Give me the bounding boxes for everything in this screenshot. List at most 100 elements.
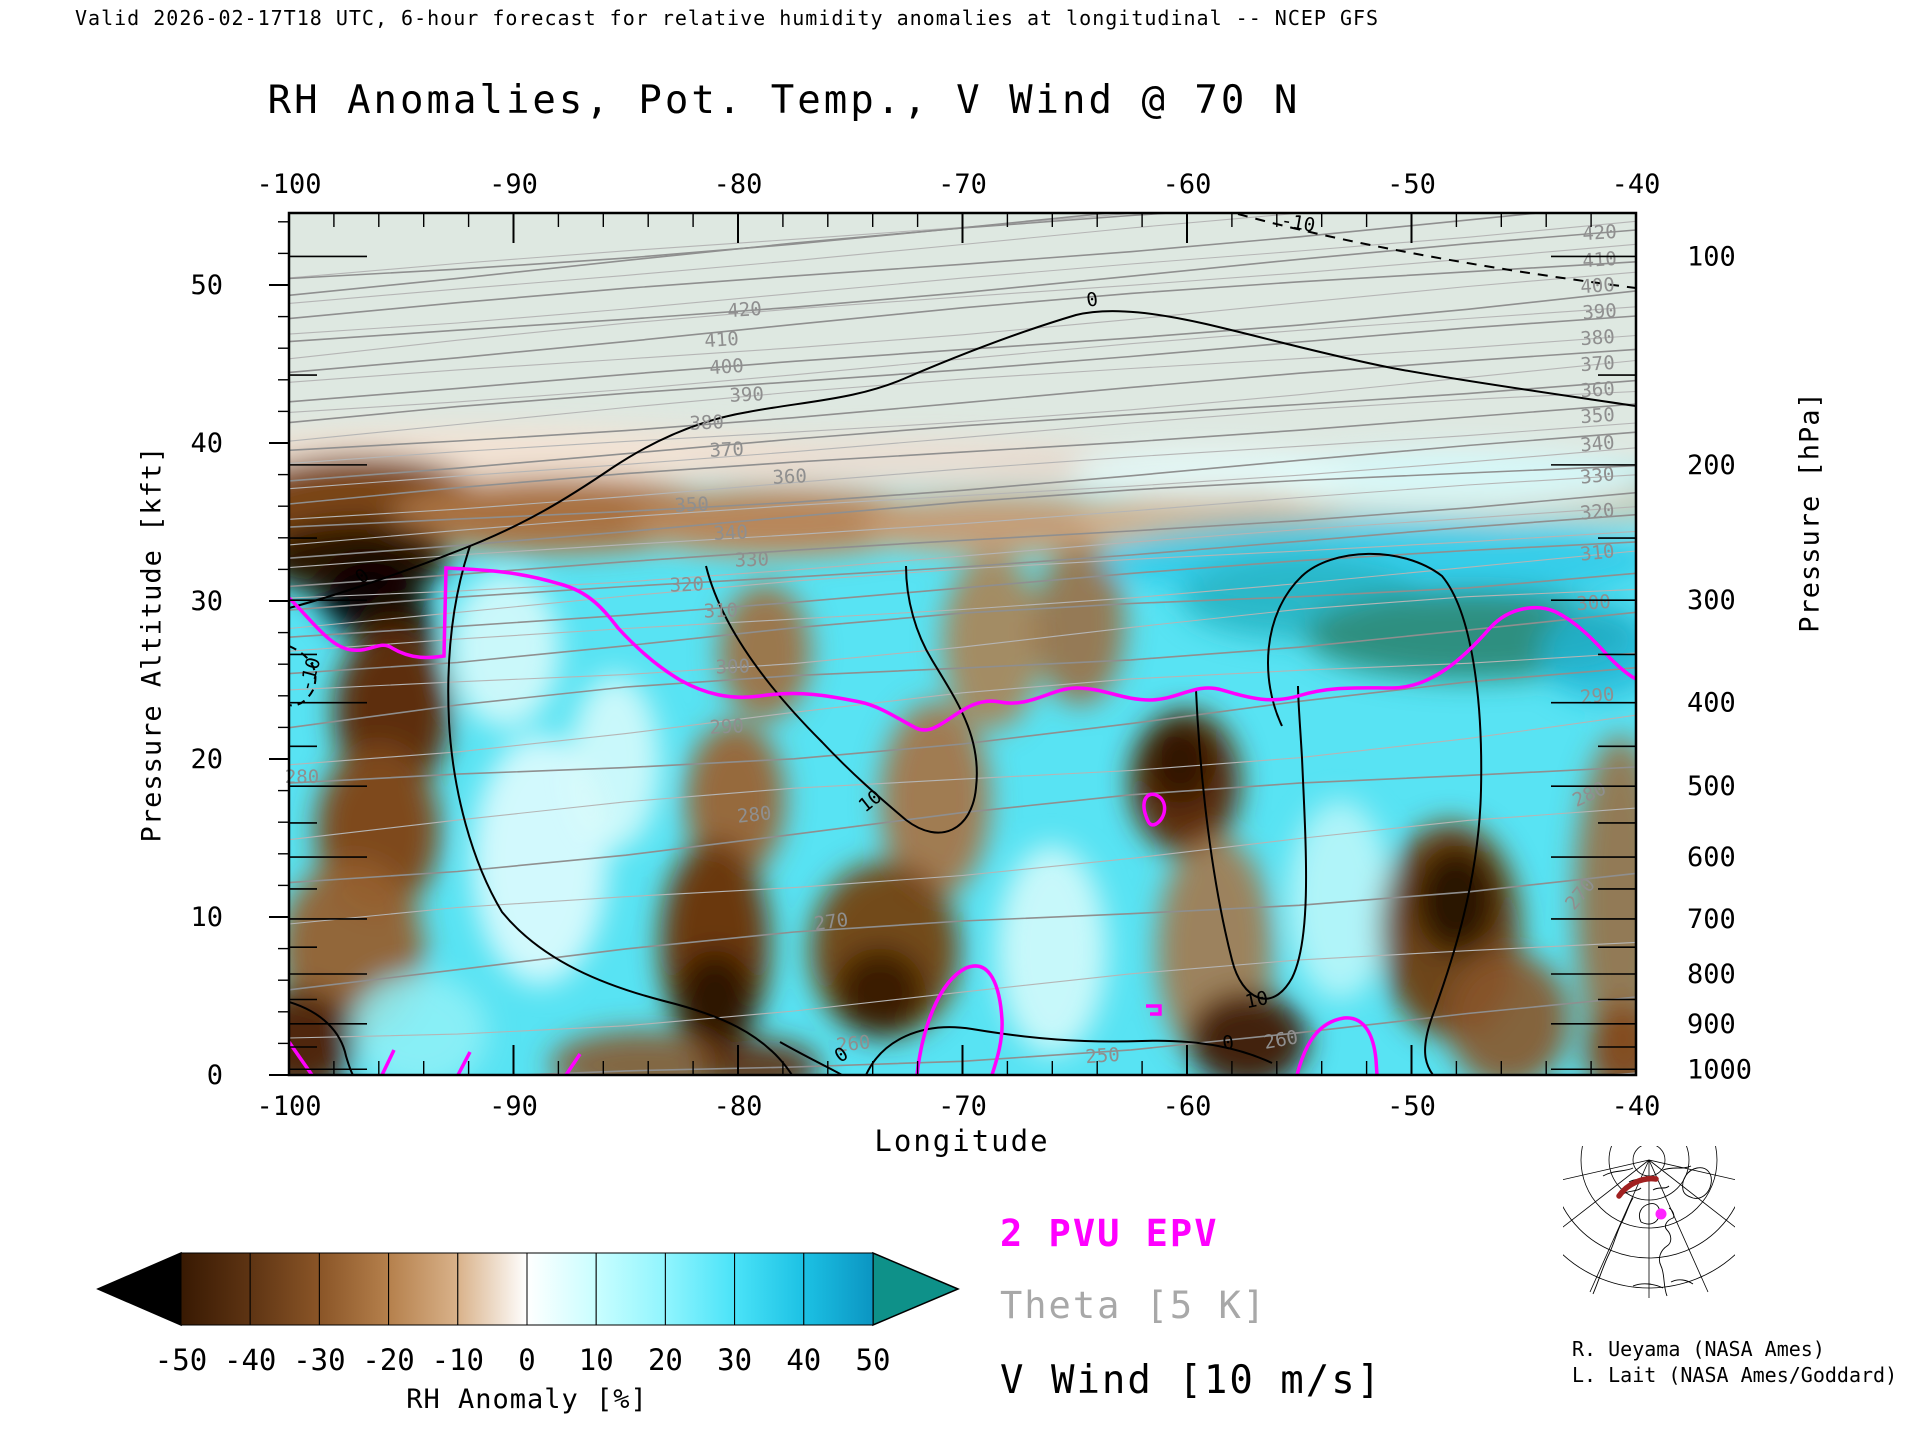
- lon-tick-label-top: -60: [1163, 169, 1212, 200]
- colorbar-segment: [180, 1252, 251, 1326]
- credit-line-2: L. Lait (NASA Ames/Goddard): [1572, 1363, 1898, 1387]
- colorbar-tick-label: 20: [648, 1343, 683, 1377]
- v-wind-contour-label: 0: [1221, 1031, 1235, 1054]
- left-y-axis-title: Pressure Altitude [kft]: [136, 445, 168, 843]
- hpa-tick-label: 600: [1687, 842, 1736, 873]
- legend-v-wind: V Wind [10 m/s]: [1000, 1358, 1383, 1403]
- theta-contour-label: 330: [734, 548, 769, 571]
- lon-tick-label-bottom: -80: [714, 1091, 763, 1122]
- theta-contour-label: 300: [715, 655, 750, 678]
- theta-contour-label: 340: [1579, 432, 1615, 457]
- lon-tick-label-bottom: -90: [489, 1091, 538, 1122]
- colorbar-segment: [595, 1252, 666, 1326]
- right-y-axis-title: Pressure [hPa]: [1794, 391, 1826, 633]
- x-axis-title: Longitude: [874, 1124, 1050, 1158]
- kft-tick-label: 40: [190, 428, 223, 459]
- valid-time-header: Valid 2026-02-17T18 UTC, 6-hour forecast…: [75, 6, 1380, 30]
- lon-tick-label-top: -50: [1387, 169, 1436, 200]
- plot-border: [287, 211, 1638, 1077]
- lon-tick-label-bottom: -60: [1163, 1091, 1212, 1122]
- axis-outer-ticks: [269, 221, 289, 1076]
- map-location-dot: [1655, 1208, 1667, 1220]
- kft-tick-label: 10: [190, 902, 223, 933]
- theta-contour-label: 420: [727, 298, 763, 322]
- credit-line-1: R. Ueyama (NASA Ames): [1572, 1337, 1825, 1361]
- theta-contours: [289, 213, 1636, 1075]
- theta-contour-label: 270: [813, 909, 850, 936]
- theta-contour-label: 410: [704, 328, 740, 352]
- colorbar-segment: [388, 1252, 459, 1326]
- kft-tick-label: 0: [207, 1060, 223, 1091]
- hpa-tick-label: 1000: [1687, 1054, 1752, 1085]
- colorbar-tick-label: -10: [432, 1343, 484, 1377]
- lon-tick-label-top: -90: [489, 169, 538, 200]
- theta-contour-label: 380: [1580, 326, 1616, 350]
- theta-contour-label: 360: [772, 465, 807, 489]
- rh-anomaly-fill-field: [289, 213, 1636, 1075]
- colorbar-tick-label: -50: [155, 1343, 207, 1377]
- theta-contour-label: 290: [709, 715, 744, 739]
- epv-2pvu-contour: [289, 566, 1636, 1075]
- colorbar-segment: [526, 1252, 597, 1326]
- kft-tick-label: 20: [190, 744, 223, 775]
- v-wind-contours: [289, 213, 1636, 1075]
- theta-contour-label: 310: [703, 599, 738, 622]
- hpa-tick-label: 800: [1687, 959, 1736, 990]
- theta-contour-label: 320: [669, 573, 704, 596]
- colorbar-tick-label: 40: [786, 1343, 821, 1377]
- colorbar-tick-label: 30: [717, 1343, 752, 1377]
- colorbar-segment: [457, 1252, 528, 1326]
- legend-epv: 2 PVU EPV: [1000, 1212, 1219, 1255]
- theta-contour-label: 340: [713, 521, 748, 545]
- theta-contour-label: 310: [1579, 540, 1615, 565]
- theta-contour-label: 350: [674, 493, 709, 517]
- theta-contour-label: 400: [709, 355, 745, 379]
- colorbar-segment: [664, 1252, 736, 1326]
- colorbar: -50 -40 -30 -20 -10 0 10 20 30 40 50: [96, 1251, 960, 1377]
- theta-contour-label: 420: [1582, 221, 1618, 245]
- lon-tick-label-top: -40: [1612, 169, 1661, 200]
- v-wind-contour-label: 0: [1085, 288, 1099, 311]
- legend-theta: Theta [5 K]: [1000, 1284, 1268, 1327]
- theta-contour-label: 390: [1582, 300, 1618, 324]
- theta-contour-label: 350: [1580, 404, 1616, 428]
- locator-map: [1563, 1146, 1735, 1298]
- theta-contour-label: 410: [1582, 248, 1618, 272]
- hpa-tick-label: 700: [1687, 904, 1736, 935]
- lon-tick-label-bottom: -40: [1612, 1091, 1661, 1122]
- map-cross-section-track: [1616, 1175, 1659, 1199]
- theta-contour-label: 390: [729, 383, 764, 407]
- theta-contour-label: 320: [1579, 499, 1615, 524]
- lon-tick-label-bottom: -70: [938, 1091, 987, 1122]
- axis-inner-ticks: [288, 213, 1637, 1075]
- hpa-tick-label: 100: [1687, 241, 1736, 272]
- theta-contour-label: 360: [1580, 378, 1616, 402]
- theta-contour-label: 260: [835, 1031, 871, 1056]
- theta-contour-label: 300: [1576, 591, 1612, 615]
- theta-contour-label: 280: [736, 802, 772, 827]
- axis-tick-labels: -100 -100 -90 -90 -80 -80 -70 -70 -60 -60 -50 -50 -4…: [190, 169, 1752, 1122]
- kft-tick-label: 50: [190, 270, 223, 301]
- colorbar-title: RH Anomaly [%]: [406, 1384, 648, 1415]
- lon-tick-label-top: -80: [714, 169, 763, 200]
- colorbar-tick-label: 0: [518, 1343, 535, 1377]
- theta-contour-label: 250: [1085, 1044, 1121, 1068]
- colorbar-segment: [734, 1252, 805, 1326]
- theta-contour-label: 280: [285, 766, 319, 788]
- theta-contour-label: 380: [689, 411, 724, 435]
- colorbar-tick-label: -20: [362, 1343, 414, 1377]
- colorbar-under-arrow: [96, 1251, 182, 1327]
- hpa-tick-label: 300: [1687, 585, 1736, 616]
- lon-tick-label-top: -100: [256, 169, 321, 200]
- colorbar-tick-label: -30: [293, 1343, 345, 1377]
- hpa-tick-label: 200: [1687, 450, 1736, 481]
- map-graticule: [1563, 1146, 1735, 1298]
- lon-tick-label-bottom: -100: [256, 1091, 321, 1122]
- colorbar-segment: [803, 1252, 874, 1326]
- page-title: RH Anomalies, Pot. Temp., V Wind @ 70 N: [267, 78, 1301, 123]
- map-coastlines: [1592, 1165, 1712, 1297]
- colorbar-tick-label: 10: [579, 1343, 614, 1377]
- colorbar-tick-label: 50: [856, 1343, 891, 1377]
